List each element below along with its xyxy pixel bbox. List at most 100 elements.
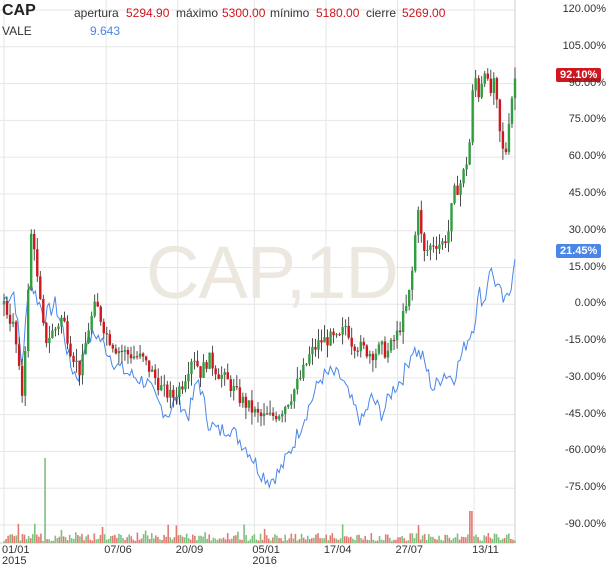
volume-bar — [284, 534, 286, 543]
volume-bar — [347, 537, 350, 543]
compare-symbol[interactable]: VALE — [2, 24, 32, 38]
y-tick-label: 60.00% — [568, 150, 606, 163]
candle-body — [87, 330, 90, 344]
chart-watermark: CAP,1D — [146, 231, 399, 314]
volume-bar — [44, 458, 46, 543]
volume-bar — [128, 534, 130, 543]
candle-body — [465, 164, 468, 170]
volume-bar — [245, 535, 247, 543]
volume-bar — [487, 533, 490, 543]
volume-bar — [77, 535, 79, 543]
volume-bar — [311, 538, 313, 543]
volume-bar — [481, 540, 483, 543]
volume-bar — [25, 539, 28, 543]
volume-bar — [157, 536, 159, 543]
volume-bar — [50, 540, 53, 543]
volume-bar — [401, 535, 403, 543]
candle-body — [302, 364, 305, 378]
candle-body — [150, 369, 154, 372]
candle-body — [329, 331, 332, 346]
candle-body — [214, 368, 217, 375]
candle-body — [459, 183, 462, 195]
compare-value: 9.643 — [90, 24, 121, 38]
candle-body — [141, 353, 145, 357]
candle-body — [217, 374, 220, 380]
candle-body — [244, 396, 248, 408]
volume-bar — [356, 535, 358, 543]
volume-bar — [423, 534, 426, 543]
candle-body — [235, 386, 239, 388]
volume-bar — [56, 538, 59, 543]
candle-body — [404, 306, 408, 312]
volume-bar — [29, 538, 32, 543]
candle-body — [238, 387, 242, 404]
candle-body — [513, 78, 517, 99]
volume-bar — [440, 539, 442, 543]
volume-bar — [407, 540, 410, 543]
volume-bar — [79, 536, 81, 543]
volume-bar — [419, 539, 422, 543]
volume-bar — [138, 539, 141, 543]
candle-body — [453, 185, 456, 204]
volume-bar — [116, 537, 118, 543]
volume-bar — [386, 534, 389, 543]
candle-body — [11, 321, 15, 324]
volume-bar — [323, 538, 325, 543]
volume-bar — [397, 537, 399, 543]
candle-body — [483, 73, 486, 84]
volume-bar — [31, 534, 34, 543]
apertura-label: apertura — [74, 6, 119, 20]
candle-body — [66, 321, 69, 344]
y-tick-label: 105.00% — [562, 39, 606, 52]
chart-grid — [0, 0, 516, 544]
volume-bar — [202, 536, 204, 543]
volume-bar — [413, 538, 416, 543]
y-tick-label: 90.00% — [568, 76, 606, 89]
volume-bar — [339, 538, 342, 543]
volume-bar — [9, 534, 11, 543]
volume-bar — [169, 537, 172, 543]
symbol-title[interactable]: CAP — [2, 2, 36, 19]
volume-bar — [87, 534, 89, 543]
volume-bar — [185, 533, 188, 543]
candle-body — [229, 379, 232, 391]
volume-bar — [479, 540, 481, 543]
volume-bar — [425, 540, 428, 543]
candle-body — [190, 361, 193, 374]
maximo-value: 5300.00 — [222, 6, 266, 20]
volume-bar — [372, 539, 375, 543]
candle-body — [435, 246, 438, 249]
candle-body — [462, 169, 465, 184]
cierre-value: 5269.00 — [402, 6, 446, 20]
volume-bar — [442, 540, 444, 543]
candle-body — [132, 356, 136, 359]
volume-bar — [319, 538, 321, 543]
volume-bar — [216, 539, 219, 543]
volume-bar — [308, 539, 311, 543]
volume-bar — [444, 534, 447, 543]
volume-bar — [48, 539, 50, 543]
volume-bar — [343, 536, 346, 543]
candle-body — [498, 99, 502, 132]
candle-body — [105, 333, 109, 335]
volume-bar — [13, 536, 16, 543]
apertura-value: 5294.90 — [126, 6, 170, 20]
volume-bar — [448, 537, 451, 543]
candle-body — [123, 349, 127, 352]
volume-bar — [36, 534, 38, 543]
volume-bar — [493, 533, 496, 543]
candle-body — [420, 210, 423, 234]
volume-bar — [288, 538, 291, 543]
candle-body — [383, 341, 387, 358]
candle-body — [271, 412, 275, 416]
volume-bar — [475, 534, 477, 543]
volume-bar — [38, 536, 40, 543]
y-tick-label: 30.00% — [568, 223, 606, 236]
candle-body — [26, 290, 30, 352]
candle-body — [450, 203, 453, 232]
candle-body — [81, 354, 84, 376]
cierre-label: cierre — [366, 6, 397, 20]
candle-body — [338, 334, 341, 336]
candle-body — [392, 339, 396, 341]
